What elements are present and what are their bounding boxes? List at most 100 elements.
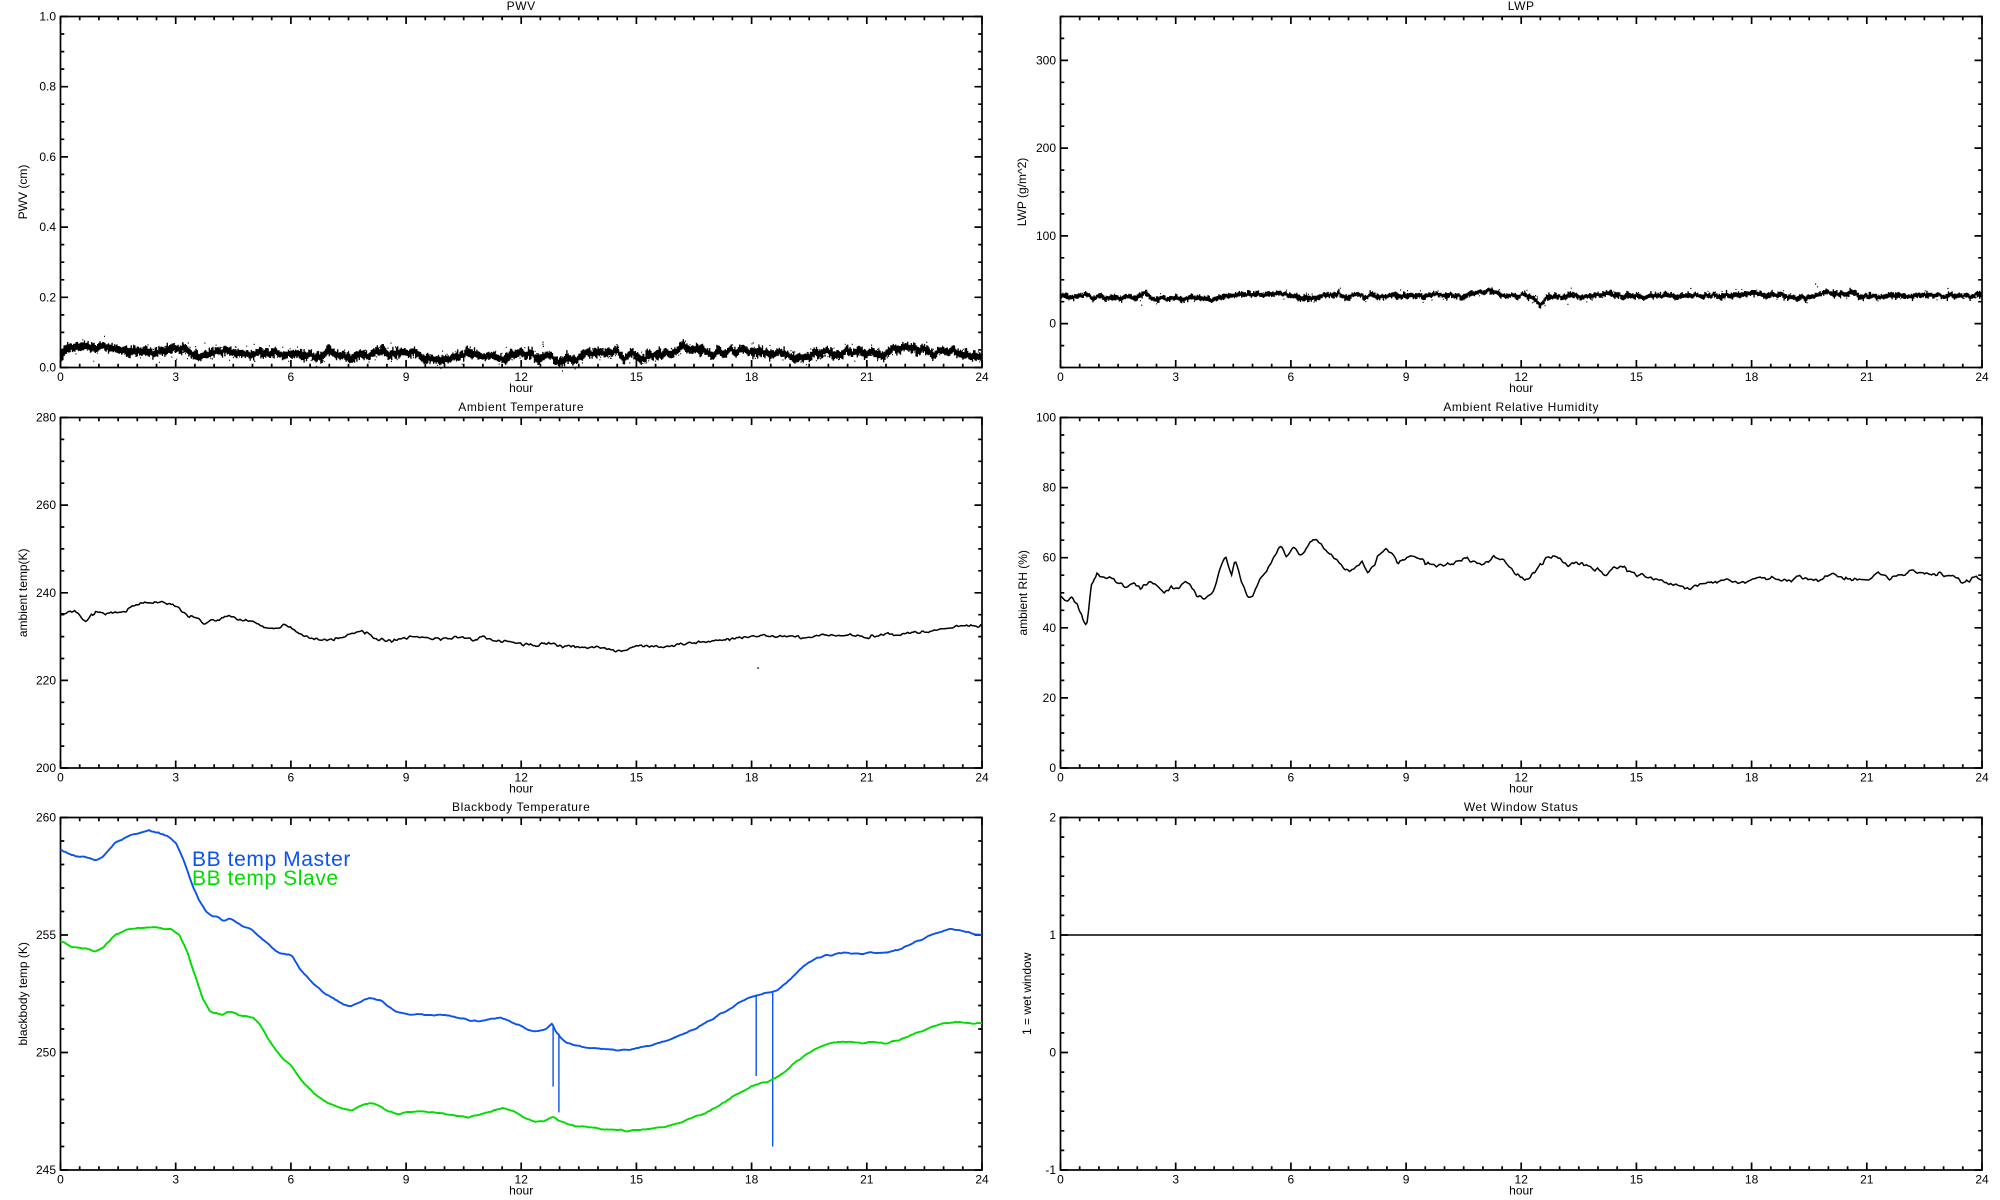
svg-text:1: 1 (1049, 928, 1056, 942)
svg-text:0: 0 (1057, 1173, 1064, 1187)
svg-text:PWV: PWV (507, 0, 536, 13)
svg-text:255: 255 (36, 928, 56, 942)
svg-text:20: 20 (1043, 691, 1057, 705)
svg-text:0.2: 0.2 (39, 290, 56, 304)
svg-text:0: 0 (1049, 317, 1056, 331)
svg-text:0: 0 (1049, 761, 1056, 775)
svg-text:12: 12 (1515, 771, 1529, 785)
svg-text:15: 15 (630, 771, 644, 785)
svg-text:6: 6 (1288, 1173, 1295, 1187)
svg-text:9: 9 (403, 1173, 410, 1187)
svg-text:24: 24 (975, 771, 989, 785)
svg-text:Ambient Temperature: Ambient Temperature (458, 400, 584, 414)
svg-text:18: 18 (1745, 1173, 1759, 1187)
svg-text:100: 100 (1036, 411, 1056, 425)
svg-text:1 = wet window: 1 = wet window (1020, 952, 1034, 1035)
svg-text:0.6: 0.6 (39, 150, 56, 164)
svg-text:3: 3 (1172, 771, 1179, 785)
svg-text:300: 300 (1036, 53, 1056, 67)
svg-text:0: 0 (1057, 771, 1064, 785)
svg-text:15: 15 (1630, 370, 1644, 384)
svg-text:260: 260 (36, 498, 56, 512)
svg-text:100: 100 (1036, 229, 1056, 243)
svg-text:2: 2 (1049, 811, 1056, 825)
svg-text:9: 9 (1403, 1173, 1410, 1187)
svg-text:6: 6 (288, 370, 295, 384)
svg-text:1.0: 1.0 (39, 10, 56, 24)
svg-text:Blackbody Temperature: Blackbody Temperature (452, 800, 590, 814)
svg-text:60: 60 (1043, 551, 1057, 565)
svg-text:21: 21 (860, 1173, 874, 1187)
svg-text:12: 12 (515, 370, 529, 384)
svg-text:-1: -1 (1045, 1163, 1056, 1177)
svg-text:9: 9 (403, 771, 410, 785)
svg-text:24: 24 (975, 1173, 989, 1187)
svg-text:3: 3 (1172, 1173, 1179, 1187)
svg-text:PWV (cm): PWV (cm) (16, 165, 30, 220)
svg-text:3: 3 (172, 370, 179, 384)
svg-text:21: 21 (860, 771, 874, 785)
svg-text:3: 3 (1172, 370, 1179, 384)
svg-text:18: 18 (745, 1173, 759, 1187)
svg-text:18: 18 (745, 771, 759, 785)
svg-text:12: 12 (1515, 370, 1529, 384)
svg-text:0: 0 (57, 771, 64, 785)
svg-text:LWP (g/m^2): LWP (g/m^2) (1015, 158, 1029, 227)
svg-text:21: 21 (1860, 1173, 1874, 1187)
svg-text:24: 24 (1975, 370, 1989, 384)
svg-text:6: 6 (288, 771, 295, 785)
svg-text:12: 12 (515, 771, 529, 785)
svg-text:250: 250 (36, 1046, 56, 1060)
svg-text:6: 6 (1288, 370, 1295, 384)
svg-text:0: 0 (57, 1173, 64, 1187)
svg-text:hour: hour (1509, 1184, 1533, 1198)
svg-text:0: 0 (1057, 370, 1064, 384)
svg-text:21: 21 (860, 370, 874, 384)
svg-text:15: 15 (630, 1173, 644, 1187)
svg-text:245: 245 (36, 1163, 56, 1177)
svg-text:21: 21 (1860, 771, 1874, 785)
svg-text:24: 24 (975, 370, 989, 384)
svg-text:hour: hour (1509, 381, 1533, 395)
svg-text:0: 0 (57, 370, 64, 384)
svg-text:0: 0 (1049, 1046, 1056, 1060)
svg-text:12: 12 (1515, 1173, 1529, 1187)
svg-text:LWP: LWP (1508, 0, 1535, 13)
svg-text:24: 24 (1975, 1173, 1989, 1187)
svg-text:ambient RH (%): ambient RH (%) (1016, 550, 1030, 635)
svg-text:9: 9 (1403, 771, 1410, 785)
svg-text:24: 24 (1975, 771, 1989, 785)
svg-text:15: 15 (1630, 771, 1644, 785)
svg-text:BB temp Slave: BB temp Slave (192, 867, 339, 890)
svg-text:9: 9 (1403, 370, 1410, 384)
svg-text:BB temp Master: BB temp Master (192, 848, 351, 871)
svg-text:240: 240 (36, 586, 56, 600)
svg-text:18: 18 (745, 370, 759, 384)
svg-text:0.0: 0.0 (39, 361, 56, 375)
svg-text:ambient temp(K): ambient temp(K) (16, 548, 30, 637)
svg-text:220: 220 (36, 673, 56, 687)
svg-text:Ambient Relative Humidity: Ambient Relative Humidity (1443, 400, 1599, 414)
svg-text:0.8: 0.8 (39, 80, 56, 94)
svg-text:9: 9 (403, 370, 410, 384)
svg-text:80: 80 (1043, 481, 1057, 495)
svg-text:3: 3 (172, 1173, 179, 1187)
svg-text:280: 280 (36, 411, 56, 425)
svg-text:12: 12 (515, 1173, 529, 1187)
svg-text:6: 6 (288, 1173, 295, 1187)
svg-text:hour: hour (509, 381, 533, 395)
svg-text:Wet Window Status: Wet Window Status (1464, 800, 1579, 814)
svg-text:18: 18 (1745, 771, 1759, 785)
svg-text:15: 15 (1630, 1173, 1644, 1187)
svg-text:21: 21 (1860, 370, 1874, 384)
svg-text:200: 200 (1036, 141, 1056, 155)
svg-text:3: 3 (172, 771, 179, 785)
svg-text:260: 260 (36, 811, 56, 825)
svg-text:15: 15 (630, 370, 644, 384)
svg-text:blackbody temp (K): blackbody temp (K) (16, 942, 30, 1045)
svg-text:18: 18 (1745, 370, 1759, 384)
svg-text:40: 40 (1043, 621, 1057, 635)
svg-text:hour: hour (509, 1184, 533, 1198)
svg-text:200: 200 (36, 761, 56, 775)
svg-text:6: 6 (1288, 771, 1295, 785)
